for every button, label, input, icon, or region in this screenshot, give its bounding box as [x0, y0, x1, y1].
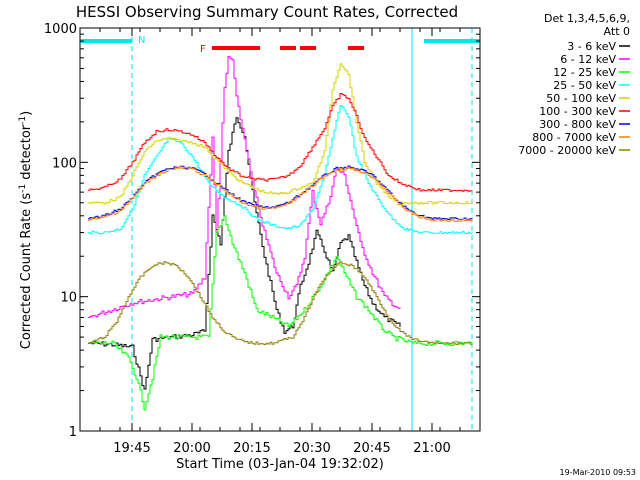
legend-label: 6 - 12 keV [560, 53, 616, 66]
chart-title: HESSI Observing Summary Count Rates, Cor… [76, 3, 458, 21]
series-line-6-12-kev [88, 56, 401, 318]
x-tick-label: 20:00 [173, 441, 210, 456]
x-tick-label: 20:30 [293, 441, 330, 456]
footer-timestamp: 19-Mar-2010 09:53 [560, 468, 637, 477]
legend-label: 800 - 7000 keV [532, 131, 616, 144]
series-line-7000-20000-kev [88, 261, 473, 345]
y-tick-label: 1 [69, 425, 77, 440]
night-marker-label: N [138, 35, 145, 46]
legend-label: 25 - 50 keV [553, 79, 616, 92]
series-line-25-50-kev [88, 105, 473, 235]
y-tick-label: 100 [52, 156, 77, 171]
legend-label: 12 - 25 keV [553, 66, 616, 79]
series-line-100-300-kev [88, 93, 473, 192]
flare-flag-label: F [200, 44, 206, 55]
y-tick-label: 1000 [44, 22, 77, 37]
y-axis-label: Corrected Count Rate (s-1 detector-1) [18, 111, 34, 349]
x-tick-label: 21:00 [413, 441, 450, 456]
legend-label: 3 - 6 keV [567, 40, 616, 53]
legend-header-line-2: Att 0 [604, 25, 630, 38]
y-tick-label: 10 [60, 291, 77, 306]
plot-area: N F 1 10 100 1000 19:45 20:00 20:15 20:30 20:45 21:… [44, 22, 481, 456]
legend-header-line-1: Det 1,3,4,5,6,9, [544, 12, 630, 25]
legend-label: 100 - 300 keV [539, 105, 616, 118]
series-line-50-100-kev [88, 63, 473, 205]
x-tick-label: 20:45 [353, 441, 390, 456]
series-line-12-25-kev [88, 215, 473, 411]
series-line-3-6-kev [88, 117, 401, 390]
legend-label: 50 - 100 keV [546, 92, 616, 105]
legend-label: 300 - 800 keV [539, 118, 616, 131]
legend-label: 7000 - 20000 keV [518, 144, 616, 157]
series-line-800-7000-kev [88, 166, 473, 222]
x-axis-label: Start Time (03-Jan-04 19:32:02) [176, 457, 384, 472]
x-tick-label: 20:15 [233, 441, 270, 456]
x-tick-label: 19:45 [113, 441, 150, 456]
